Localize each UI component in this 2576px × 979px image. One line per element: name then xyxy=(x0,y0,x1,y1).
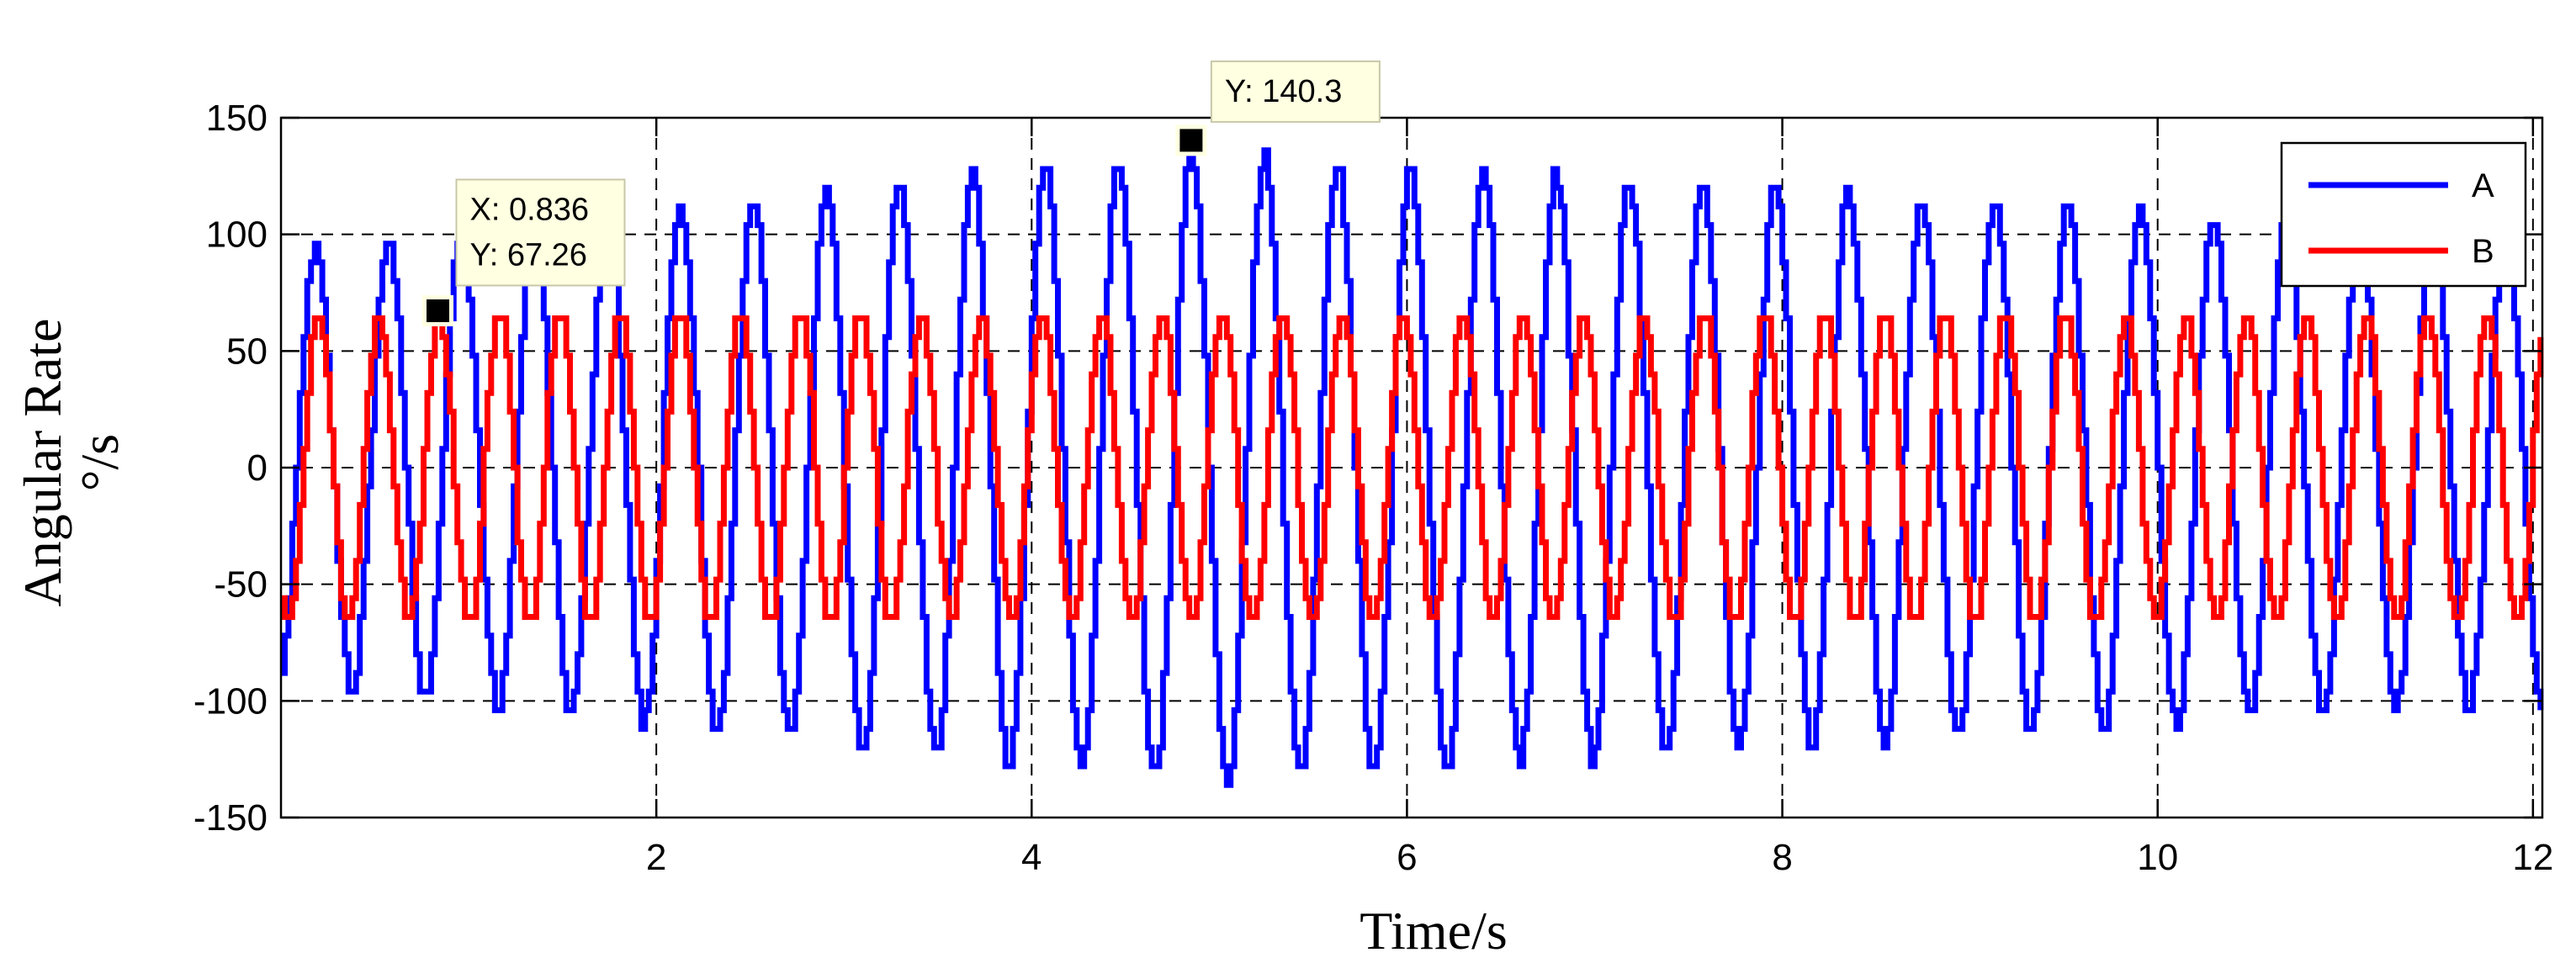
y-tick-label: 50 xyxy=(226,331,268,372)
x-axis-title: Time/s xyxy=(1360,901,1508,960)
axes-frame xyxy=(279,116,2544,819)
y-tick-label: -100 xyxy=(193,680,268,722)
datatips: X: 0.836 Y: 67.26 Y: 140.3 xyxy=(421,60,1381,326)
legend-box xyxy=(2280,141,2527,288)
y-tick-label: -50 xyxy=(214,564,268,606)
x-tick-label: 2 xyxy=(646,837,666,878)
x-tick-label: 10 xyxy=(2137,837,2178,878)
datatip-box xyxy=(1210,60,1381,123)
datatip-box xyxy=(455,178,626,287)
legend-label-B: B xyxy=(2472,233,2494,270)
x-tick-label: 4 xyxy=(1021,837,1042,878)
datatip-marker[interactable] xyxy=(1175,124,1207,156)
x-tick-label: 6 xyxy=(1397,837,1417,878)
y-tick-label: -150 xyxy=(193,797,268,839)
y-axis-title: Angular Rate xyxy=(13,319,72,607)
tick-labels: 2 4 6 8 10 12 -150 -100 -50 0 50 100 150 xyxy=(193,98,2553,878)
series-layer xyxy=(281,147,2544,788)
x-tick-label: 12 xyxy=(2512,837,2553,878)
y-tick-label: 100 xyxy=(206,214,268,256)
y-axis-unit: °/s xyxy=(70,434,130,491)
legend-label-A: A xyxy=(2472,167,2494,204)
datatip-marker[interactable] xyxy=(421,294,453,326)
datatip-text: Y: 140.3 xyxy=(1225,74,1342,109)
legend: AB xyxy=(2280,141,2527,288)
y-tick-label: 150 xyxy=(206,98,268,139)
y-tick-label: 0 xyxy=(247,447,268,489)
datatip-text: Y: 67.26 xyxy=(469,237,586,273)
x-tick-label: 8 xyxy=(1772,837,1792,878)
series-line-B xyxy=(281,315,2544,620)
datatip-text: X: 0.836 xyxy=(469,192,589,227)
